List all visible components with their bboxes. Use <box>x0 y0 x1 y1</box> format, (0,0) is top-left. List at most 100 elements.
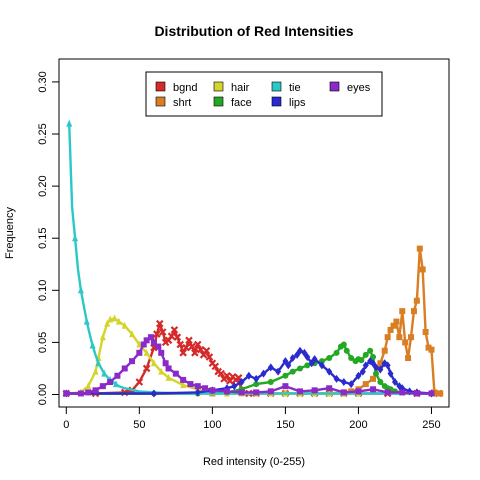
data-point <box>355 388 362 395</box>
data-point <box>188 342 196 351</box>
data-point <box>402 339 409 346</box>
data-point <box>326 367 333 376</box>
y-axis-label: Frequency <box>4 207 16 259</box>
data-point <box>437 390 444 397</box>
data-point <box>340 377 347 386</box>
legend-label-lips: lips <box>289 97 306 109</box>
data-point <box>428 390 435 397</box>
data-point <box>121 365 128 372</box>
legend-box <box>145 71 383 117</box>
data-point <box>413 390 420 397</box>
legend: bgnd shrt hair face tie lips eyes <box>145 71 383 117</box>
data-point <box>253 374 260 383</box>
data-point <box>150 359 157 367</box>
data-point <box>301 348 308 357</box>
data-point <box>165 373 172 381</box>
data-point <box>393 318 400 325</box>
data-point <box>129 358 136 365</box>
data-point <box>343 347 350 354</box>
data-point <box>95 359 102 367</box>
data-point <box>191 349 199 357</box>
data-point <box>282 383 289 390</box>
data-point <box>289 368 296 375</box>
data-point <box>194 383 201 390</box>
data-point <box>185 336 193 345</box>
data-point <box>142 364 151 373</box>
data-point <box>340 341 347 348</box>
y-tick-label: 0.25 <box>37 123 49 144</box>
data-point <box>238 377 245 386</box>
data-point <box>370 386 377 393</box>
data-point <box>340 389 347 396</box>
data-point <box>104 319 111 327</box>
data-point <box>399 308 406 315</box>
data-point <box>384 361 391 370</box>
series-layer <box>62 119 444 398</box>
data-point <box>63 390 70 397</box>
x-tick-label: 0 <box>63 419 69 431</box>
data-point <box>408 334 415 341</box>
data-point <box>260 369 267 378</box>
data-point <box>150 389 157 398</box>
x-tick-label: 250 <box>422 419 440 431</box>
data-point <box>231 382 238 391</box>
data-point <box>182 343 190 352</box>
data-point <box>99 333 106 341</box>
data-point <box>387 326 394 333</box>
data-point <box>285 361 292 370</box>
data-point <box>381 347 388 354</box>
data-point <box>173 333 182 341</box>
data-point <box>333 349 340 356</box>
legend-swatch-shrt <box>155 96 166 107</box>
data-point <box>311 387 318 394</box>
y-tick-label: 0.00 <box>37 384 49 405</box>
data-point <box>209 387 216 394</box>
data-point <box>92 367 99 375</box>
data-point <box>107 378 114 385</box>
data-point <box>156 319 164 328</box>
x-axis-label: Red intensity (0-255) <box>203 456 305 468</box>
data-point <box>143 348 150 356</box>
x-tick-label: 50 <box>133 419 145 431</box>
data-point <box>111 314 118 322</box>
y-tick-label: 0.20 <box>37 175 49 196</box>
series-eyes <box>63 334 435 397</box>
data-point <box>135 378 144 386</box>
data-point <box>194 388 201 397</box>
data-point <box>107 315 114 323</box>
data-point <box>115 317 122 325</box>
data-point <box>155 343 162 350</box>
data-point <box>253 389 260 396</box>
legend-swatch-eyes <box>329 81 340 92</box>
data-point <box>136 349 143 356</box>
legend-label-hair: hair <box>231 82 250 94</box>
data-point <box>367 347 374 354</box>
data-point <box>180 381 187 389</box>
y-tick-label: 0.10 <box>37 280 49 301</box>
data-point <box>179 349 187 357</box>
data-point <box>362 381 369 388</box>
legend-label-tie: tie <box>289 82 301 94</box>
data-point <box>422 328 429 335</box>
data-point <box>202 346 211 355</box>
x-tick-label: 200 <box>349 419 367 431</box>
data-point <box>370 375 377 382</box>
legend-label-face: face <box>231 97 252 109</box>
data-point <box>377 360 384 367</box>
data-point <box>253 381 260 388</box>
legend-label-shrt: shrt <box>173 97 191 109</box>
data-point <box>348 355 355 362</box>
data-point <box>148 334 155 341</box>
data-point <box>205 353 214 361</box>
legend-swatch-face <box>213 96 224 107</box>
data-point <box>245 371 252 380</box>
data-point <box>428 346 435 353</box>
data-point <box>72 234 79 242</box>
data-point <box>217 369 225 378</box>
data-point <box>348 380 355 389</box>
data-point <box>211 362 220 371</box>
data-point <box>304 352 311 361</box>
data-point <box>311 355 318 364</box>
